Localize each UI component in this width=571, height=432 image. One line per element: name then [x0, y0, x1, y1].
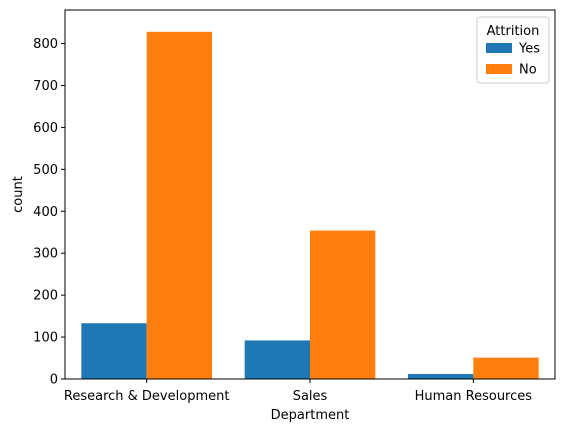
legend-title: Attrition: [487, 24, 540, 39]
bar-yes-0: [81, 323, 147, 379]
legend-swatch-yes: [486, 43, 512, 53]
bar-no-0: [146, 31, 212, 380]
y-tick-label: 100: [33, 331, 58, 346]
y-tick-label: 800: [33, 37, 58, 52]
bar-yes-2: [408, 373, 474, 379]
y-tick-label: 700: [33, 79, 58, 94]
legend-swatch-no: [486, 64, 512, 74]
bar-no-2: [473, 357, 539, 379]
y-axis: 0 100 200 300 400 500 600 700 800: [33, 37, 65, 388]
legend-items: Yes No: [486, 42, 540, 78]
x-axis-label: Department: [271, 408, 350, 423]
bars-group: [81, 31, 539, 380]
y-tick-label: 400: [33, 205, 58, 220]
y-axis-label: count: [11, 176, 26, 213]
y-tick-label: 500: [33, 163, 58, 178]
x-tick-label: Human Resources: [415, 389, 533, 404]
y-tick-label: 600: [33, 121, 58, 136]
x-axis: Research & Development Sales Human Resourc…: [64, 379, 532, 404]
legend-label-no: No: [519, 63, 537, 78]
bar-yes-1: [244, 340, 310, 379]
y-tick-label: 300: [33, 247, 58, 262]
x-tick-label: Research & Development: [64, 389, 230, 404]
x-tick-label: Sales: [293, 389, 328, 404]
y-tick-label: 200: [33, 289, 58, 304]
legend-label-yes: Yes: [518, 42, 540, 57]
bar-no-1: [310, 230, 376, 379]
y-tick-label: 0: [50, 373, 58, 388]
legend: Attrition Yes No: [476, 16, 550, 84]
